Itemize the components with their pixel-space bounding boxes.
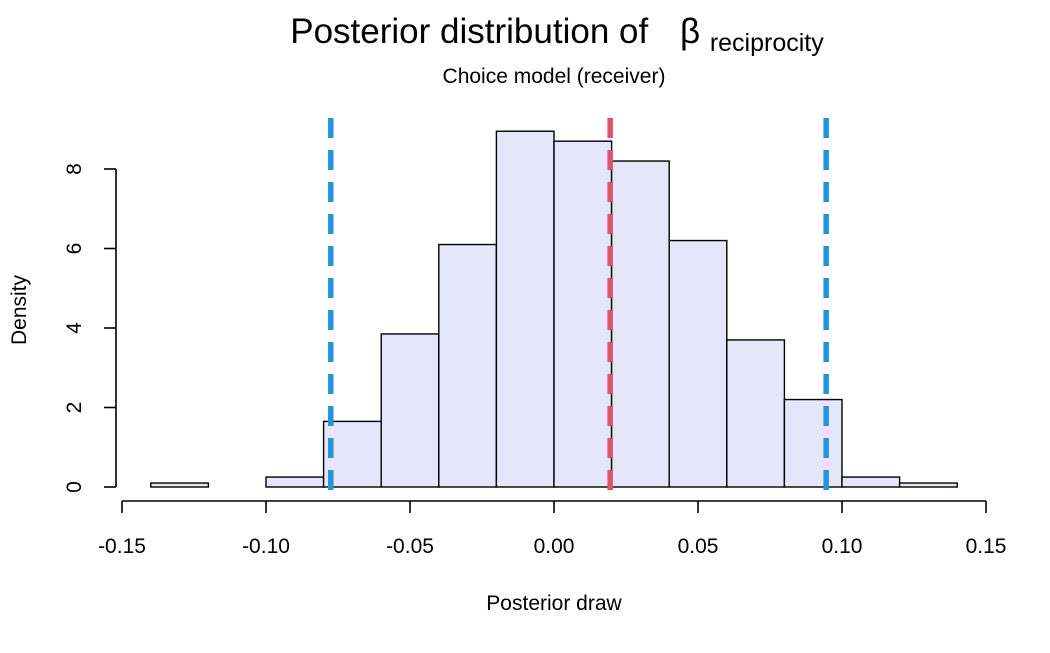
histogram-bar bbox=[380, 333, 440, 488]
y-axis-label: Density bbox=[8, 274, 31, 345]
y-tick-label: 2 bbox=[63, 402, 86, 414]
histogram-bar bbox=[610, 160, 670, 488]
y-tick-label: 8 bbox=[63, 163, 86, 175]
x-tick-label: 0.10 bbox=[822, 535, 863, 558]
x-axis-label: Posterior draw bbox=[486, 592, 622, 615]
histogram-bar bbox=[783, 398, 843, 488]
x-tick-label: -0.15 bbox=[98, 535, 146, 558]
chart-title: Posterior distribution of β reciprocity bbox=[290, 12, 824, 57]
histogram-bar bbox=[553, 140, 613, 488]
histogram-bar bbox=[265, 476, 325, 488]
y-tick-label: 0 bbox=[63, 481, 86, 493]
chart-title-subscript: reciprocity bbox=[710, 29, 824, 57]
x-tick-label: -0.10 bbox=[242, 535, 290, 558]
chart-title-symbol: β bbox=[680, 12, 700, 51]
histogram-bar bbox=[150, 482, 210, 488]
y-tick-label: 4 bbox=[63, 322, 86, 334]
x-tick-label: 0.05 bbox=[678, 535, 719, 558]
histogram-bar bbox=[841, 476, 901, 488]
x-tick-label: 0.00 bbox=[534, 535, 575, 558]
x-axis: -0.15 -0.10 -0.05 0.00 0.05 0.10 0.15 bbox=[98, 500, 1007, 558]
x-tick-label: 0.15 bbox=[966, 535, 1007, 558]
chart-title-text: Posterior distribution of bbox=[290, 12, 648, 51]
histogram-bar bbox=[898, 482, 958, 488]
histogram-bar bbox=[726, 339, 786, 488]
histogram-bar bbox=[668, 239, 728, 488]
histogram-bars bbox=[150, 130, 958, 488]
y-axis: 0 2 4 6 8 bbox=[63, 163, 117, 493]
chart-subtitle: Choice model (receiver) bbox=[443, 65, 666, 88]
histogram-bar bbox=[495, 130, 555, 488]
x-tick-label: -0.05 bbox=[386, 535, 434, 558]
histogram-bar bbox=[438, 243, 498, 488]
y-tick-label: 6 bbox=[63, 243, 86, 255]
